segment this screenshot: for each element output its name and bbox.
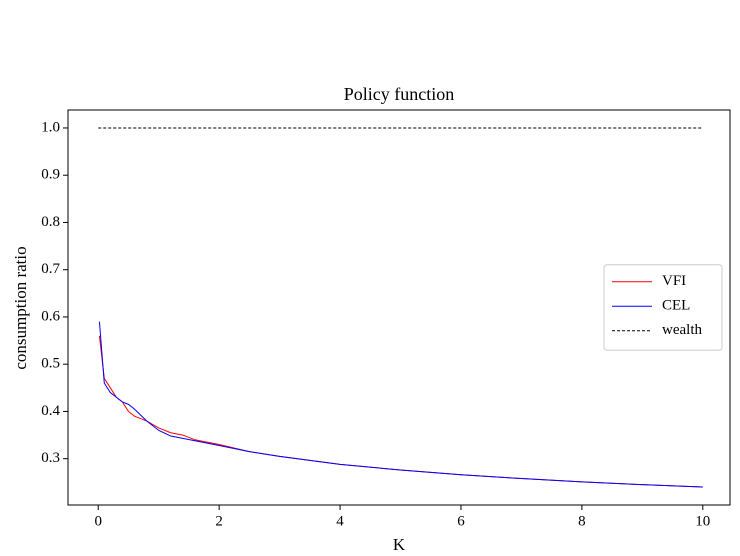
y-tick-label: 0.4 <box>41 403 60 419</box>
series-line <box>98 321 703 488</box>
x-tick-label: 4 <box>336 513 344 529</box>
chart-title: Policy function <box>344 84 455 104</box>
legend: VFI CEL wealth <box>603 264 723 351</box>
legend-label: wealth <box>662 322 702 338</box>
y-tick-label: 0.6 <box>41 308 60 324</box>
x-tick-label: 2 <box>215 513 223 529</box>
legend-box <box>603 264 723 351</box>
legend-label: CEL <box>662 298 690 314</box>
y-tick-label: 0.9 <box>41 167 60 183</box>
plot-frame <box>67 109 731 506</box>
y-tick-label: 0.5 <box>41 356 60 372</box>
legend-label: VFI <box>662 273 686 289</box>
y-tick-label: 0.7 <box>41 261 60 277</box>
x-tick-label: 8 <box>578 513 586 529</box>
x-tick-label: 10 <box>695 513 710 529</box>
y-tick-label: 1.0 <box>41 119 60 135</box>
y-tick-label: 0.8 <box>41 214 60 230</box>
x-axis-label: K <box>393 535 406 554</box>
series-line <box>98 335 703 488</box>
y-axis-label: consumption ratio <box>11 246 30 369</box>
x-tick-label: 0 <box>94 513 102 529</box>
x-tick-label: 6 <box>457 513 465 529</box>
y-tick-label: 0.3 <box>41 450 60 466</box>
